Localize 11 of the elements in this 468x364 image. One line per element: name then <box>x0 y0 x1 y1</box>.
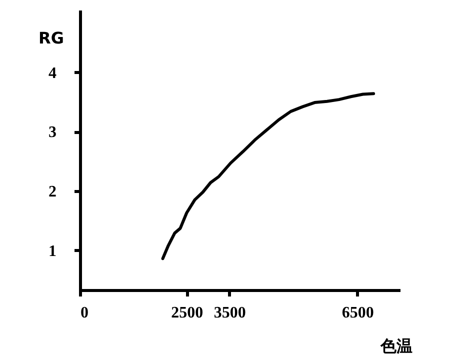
y-tick-label: 2 <box>48 183 56 200</box>
y-axis-title: RG <box>38 28 64 48</box>
x-tick-label: 6500 <box>342 304 374 322</box>
y-tick-label: 1 <box>48 242 56 260</box>
x-tick-label: 2500 <box>171 304 204 322</box>
y-tick-label: 3 <box>48 124 56 142</box>
x-tick-label: 3500 <box>214 304 246 322</box>
x-axis-title: 色温 <box>380 336 412 356</box>
line-series <box>161 92 376 260</box>
y-tick-label: 4 <box>48 64 56 82</box>
x-tick-label: 0 <box>80 304 88 322</box>
